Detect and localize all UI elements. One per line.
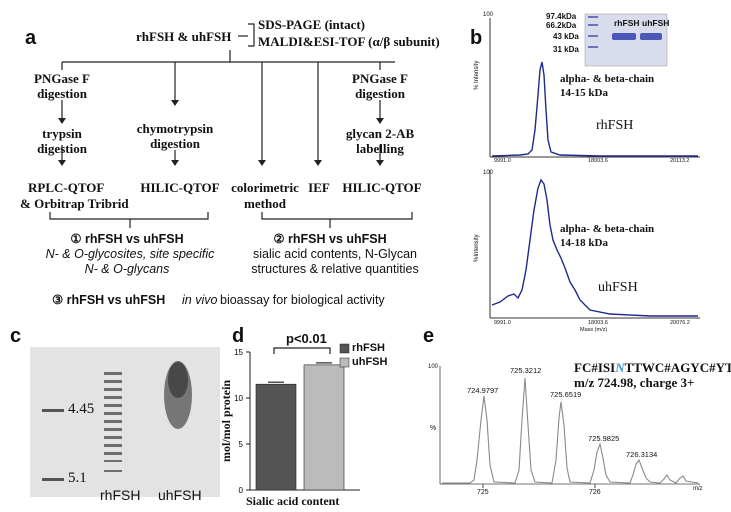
peak-label-5: 726.3134 bbox=[626, 450, 658, 459]
bottom-sample-name: uhFSH bbox=[598, 280, 638, 295]
ief-gel bbox=[30, 347, 220, 497]
top-spectrum-ytick: 100 bbox=[483, 12, 494, 18]
top-xtick-2: 18003.6 bbox=[588, 158, 608, 164]
gel-marker-31: 31 kDa bbox=[553, 45, 579, 54]
sds-page-gel bbox=[584, 13, 668, 67]
top-mass-range: 14-15 kDa bbox=[560, 87, 608, 99]
precursor-mz: m/z 724.98, charge 3+ bbox=[574, 375, 695, 390]
result-3-title: ③ rhFSH vs uhFSH bbox=[52, 293, 166, 307]
gel-marker-97: 97.4kDa bbox=[546, 12, 577, 21]
flow-connectors bbox=[49, 23, 413, 228]
bottom-spectrum-ytick: 100 bbox=[483, 170, 494, 176]
peptide-sequence: FC#ISINTTWC#AGYC#YTR bbox=[574, 360, 731, 376]
top-sample-name: rhFSH bbox=[596, 118, 634, 133]
result-1-line2: N- & O-glycosites, site specific bbox=[45, 247, 215, 261]
panel-letter-b: b bbox=[470, 27, 483, 49]
left-pngase-step: PNGase F digestion bbox=[34, 71, 90, 101]
bottom-chain-label: alpha- & beta-chain bbox=[560, 223, 655, 235]
panel-letter-e: e bbox=[423, 325, 435, 347]
d-ytick-label: 5 bbox=[239, 440, 244, 449]
panel-letter-a: a bbox=[25, 27, 37, 49]
d-xlabel: Sialic acid content bbox=[246, 494, 340, 508]
bottom-spectrum-yaxis: %Intensity bbox=[474, 234, 480, 262]
e-ytick: 100 bbox=[428, 364, 439, 370]
e-xtick-725: 725 bbox=[477, 489, 489, 496]
e-xunit: m/z bbox=[693, 486, 703, 492]
method-ief: IEF bbox=[308, 180, 330, 195]
top-chain-label: alpha- & beta-chain bbox=[560, 73, 655, 85]
gel-marker-43: 43 kDa bbox=[553, 32, 579, 41]
flow-arrowheads bbox=[58, 100, 384, 166]
glycan-labelling-step: glycan 2-AB labelling bbox=[345, 126, 415, 156]
gel-lane-uhfsh: uhFSH bbox=[642, 18, 670, 28]
bottom-xtick-2: 18003.6 bbox=[588, 320, 608, 326]
peak-label-2: 725.3212 bbox=[510, 366, 542, 375]
d-ylabel: mol/mol protein bbox=[219, 379, 233, 462]
peak-label-4: 725.9825 bbox=[588, 434, 620, 443]
pi-marker-5-1: 5.1 bbox=[68, 470, 87, 486]
peptide-prefix: FC#ISI bbox=[574, 360, 616, 375]
method-rplc-qtof: RPLC-QTOF bbox=[28, 180, 105, 195]
spectrum-xaxis-label: Mass (m/z) bbox=[580, 327, 608, 333]
bar-uhfsh bbox=[303, 364, 345, 491]
bar-rhfsh bbox=[255, 383, 297, 491]
panel-letter-c: c bbox=[10, 325, 22, 347]
bottom-xtick-3: 20076.2 bbox=[670, 320, 690, 326]
top-xtick-3: 20113.2 bbox=[670, 158, 690, 164]
method-colorimetric-sub: method bbox=[244, 196, 286, 211]
ief-lane-uhfsh: uhFSH bbox=[158, 487, 202, 503]
e-yaxis: % bbox=[430, 425, 437, 432]
d-ytick-label: 0 bbox=[239, 486, 244, 495]
d-ytick-label: 15 bbox=[234, 348, 243, 357]
pi-marker-4-45: 4.45 bbox=[68, 401, 95, 417]
chymotrypsin-step: chymotrypsin digestion bbox=[136, 121, 214, 151]
trypsin-step: trypsin digestion bbox=[37, 126, 87, 156]
result-2-line3: structures & relative quantities bbox=[251, 262, 419, 276]
spectrum-bottom bbox=[489, 170, 700, 319]
e-xtick-726: 726 bbox=[589, 489, 601, 496]
top-spectrum-yaxis: % Intensity bbox=[474, 60, 480, 90]
peak-label-1: 724.9797 bbox=[467, 386, 499, 395]
result-1-title: ① rhFSH vs uhFSH bbox=[70, 232, 184, 246]
result-2-title: ② rhFSH vs uhFSH bbox=[273, 232, 387, 246]
method-orbitrap: & Orbitrap Tribrid bbox=[20, 196, 129, 211]
result-3-bioassay: bioassay for biological activity bbox=[220, 293, 385, 307]
top-xtick-1: 9991.0 bbox=[494, 158, 511, 164]
top-node-samples: rhFSH & uhFSH bbox=[136, 29, 232, 44]
isotope-spectrum bbox=[439, 366, 700, 488]
result-3-in-vivo: in vivo bbox=[182, 293, 218, 307]
spectrum-top bbox=[489, 18, 700, 158]
analysis-maldi-esi: MALDI&ESI-TOF (α/β subunit) bbox=[258, 34, 440, 49]
ief-lane-rhfsh: rhFSH bbox=[100, 487, 141, 503]
method-hilic-qtof-left: HILIC-QTOF bbox=[140, 180, 220, 195]
analysis-sds-page: SDS-PAGE (intact) bbox=[258, 17, 366, 32]
gel-lane-rhfsh: rhFSH bbox=[614, 18, 640, 28]
bottom-xtick-1: 9991.0 bbox=[494, 320, 511, 326]
legend-uhfsh: uhFSH bbox=[352, 356, 388, 368]
method-hilic-qtof-right: HILIC-QTOF bbox=[342, 180, 422, 195]
peptide-suffix: TTWC#AGYC#YTR bbox=[624, 360, 731, 375]
sialic-acid-bar-chart: 0 5 10 15 bbox=[234, 343, 360, 495]
legend-rhfsh: rhFSH bbox=[352, 342, 385, 354]
bottom-mass-range: 14-18 kDa bbox=[560, 237, 608, 249]
significance-label: p<0.01 bbox=[286, 331, 327, 346]
d-ytick-label: 10 bbox=[234, 394, 243, 403]
peak-label-3: 725.6519 bbox=[550, 390, 582, 399]
method-colorimetric: colorimetric bbox=[231, 180, 299, 195]
result-1-line3: N- & O-glycans bbox=[84, 262, 170, 276]
result-2-line2: sialic acid contents, N-Glycan bbox=[253, 247, 417, 261]
glycosite-n: N bbox=[615, 360, 625, 375]
right-pngase-step: PNGase F digestion bbox=[352, 71, 408, 101]
gel-marker-66: 66.2kDa bbox=[546, 21, 577, 30]
panel-letter-d: d bbox=[232, 325, 245, 347]
